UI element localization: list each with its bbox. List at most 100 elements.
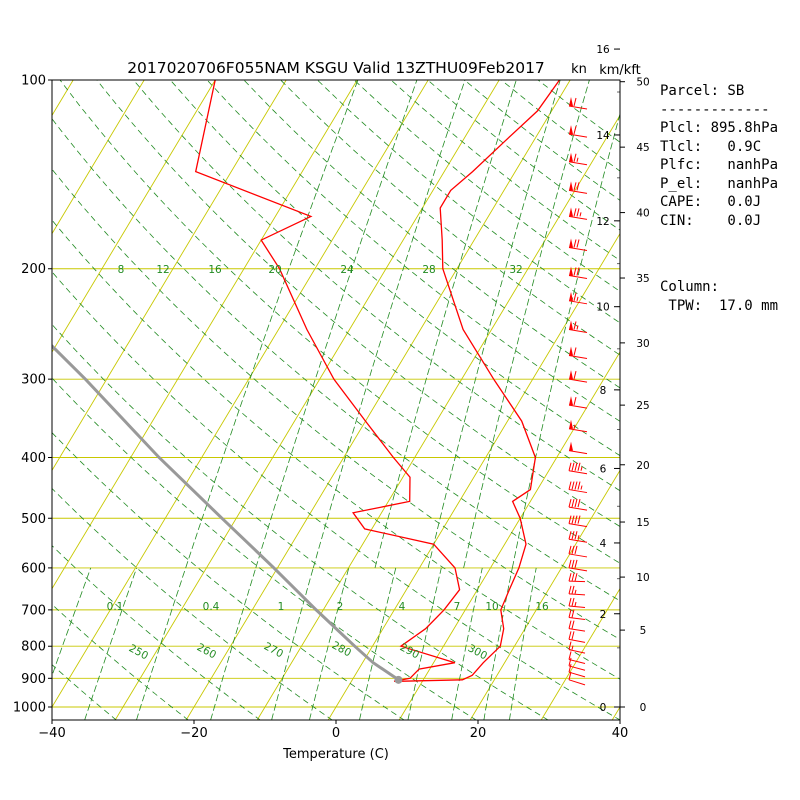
- wind-barb-full: [576, 182, 580, 191]
- wind-barb-full: [574, 499, 578, 508]
- wind-barb-half: [579, 212, 582, 217]
- wind-barb-half: [574, 589, 577, 594]
- mixing-ratio-line: [407, 567, 442, 720]
- dry-adiabat-line: [52, 603, 189, 720]
- isotherm-lines: [52, 80, 620, 720]
- wind-barb-full: [568, 620, 572, 629]
- wind-barb-full: [571, 499, 575, 508]
- km-tick-label: 2: [600, 609, 607, 621]
- isobar-lines: [52, 80, 620, 708]
- wind-barb: [568, 320, 588, 334]
- wind-barb-staff: [568, 404, 588, 409]
- isotherm-line: [327, 232, 620, 720]
- wind-barb-staff: [568, 580, 586, 583]
- parcel-trace-line: [52, 343, 400, 682]
- wind-barb-flag: [569, 266, 573, 276]
- wind-barb-half: [574, 601, 577, 607]
- mixing-ratio-line: [463, 80, 590, 568]
- mixing-ratio-label: 0.4: [203, 601, 220, 613]
- pressure-tick-label: 600: [21, 561, 46, 576]
- wind-barb-full: [568, 651, 572, 660]
- wind-barb-staff: [568, 470, 588, 475]
- wind-barb: [568, 441, 588, 455]
- wind-barb-staff: [568, 506, 588, 511]
- mixing-ratio-line: [84, 567, 137, 720]
- height-axis: 0 2 4 6 8 10 12 14 16 0 5 10 15 20 25 30 35 40 45 50: [596, 44, 650, 720]
- wind-barb: [568, 291, 588, 305]
- wind-barb-full: [577, 462, 581, 471]
- wind-barb-half: [576, 157, 579, 162]
- mixing-ratio-lines: [52, 80, 620, 720]
- chart-title: 2017020706F055NAM KSGU Valid 13ZTHU09Feb…: [127, 59, 545, 77]
- wind-barb-half: [580, 466, 583, 471]
- dry-adiabat-line: [96, 80, 620, 527]
- wind-barb-staff: [568, 671, 586, 678]
- wind-barb-staff: [568, 638, 586, 643]
- wind-barb: [568, 266, 588, 279]
- wind-barb-full: [573, 396, 577, 406]
- wind-barb-full: [573, 97, 577, 107]
- wind-barb-staff: [568, 105, 588, 110]
- wind-barb-staff: [568, 665, 586, 671]
- parcel-info-panel: Parcel: SB ------------- Plcl: 895.8hPa …: [660, 83, 779, 229]
- x-tick-label: −20: [180, 726, 207, 741]
- wind-barb: [568, 609, 586, 621]
- pressure-tick-label: 800: [21, 640, 46, 655]
- pressure-tick-label: 300: [21, 373, 46, 388]
- wind-barb: [568, 515, 588, 528]
- pressure-tick-label: 500: [21, 512, 46, 527]
- isotherm-line: [52, 80, 145, 235]
- wind-barb-full: [568, 481, 572, 490]
- wind-barb-staff: [568, 215, 588, 220]
- wind-barb-half: [571, 645, 574, 650]
- x-tick-label: 0: [332, 726, 340, 741]
- plot-area: [52, 80, 620, 720]
- pressure-tick-label: 100: [21, 74, 46, 89]
- wind-barb-full: [574, 559, 578, 569]
- wind-barb: [568, 419, 588, 433]
- wind-barb: [568, 573, 586, 583]
- mixing-ratio-label: 16: [535, 601, 549, 613]
- wind-barb: [568, 396, 588, 409]
- isotherm-value-label: 8: [118, 264, 125, 276]
- wind-barb-full: [577, 481, 581, 490]
- wind-barb-staff: [568, 659, 586, 665]
- mixing-ratio-line: [483, 567, 513, 720]
- wind-barb-staff: [568, 538, 588, 543]
- wind-barb-full: [577, 515, 581, 524]
- mixing-ratio-line: [511, 112, 620, 568]
- km-tick-label: 4: [600, 538, 607, 550]
- wind-barb-staff: [568, 679, 586, 686]
- wind-barb-full: [571, 631, 575, 640]
- wind-barb-flag: [569, 346, 573, 356]
- wind-barb-staff: [568, 593, 586, 596]
- wind-barb-half: [576, 296, 579, 301]
- sounding-profiles: [52, 80, 561, 684]
- wind-barb-staff: [568, 428, 588, 433]
- wind-barb-staff: [568, 329, 588, 334]
- kft-tick-label: 25: [636, 400, 649, 412]
- isotherm-value-label: 24: [340, 264, 354, 276]
- wind-barb-full: [568, 573, 572, 582]
- wind-barb: [568, 651, 586, 665]
- km-tick-label: 0: [600, 702, 607, 714]
- wind-barb: [568, 238, 588, 252]
- wind-barb-full: [568, 664, 572, 673]
- wind-barb: [568, 181, 588, 194]
- mixing-ratio-line: [312, 80, 466, 569]
- x-axis-label: Temperature (C): [282, 747, 389, 762]
- wind-barb: [568, 481, 588, 494]
- wind-barb-full: [568, 609, 572, 618]
- wind-barb-flag: [569, 291, 573, 301]
- isotherm-line: [52, 80, 287, 472]
- wind-barb-full: [573, 292, 577, 301]
- mixing-ratio-line: [185, 80, 359, 569]
- wind-barb: [568, 462, 588, 475]
- wind-barb-staff: [568, 628, 586, 632]
- chart-background: [52, 80, 620, 720]
- wind-barb-full: [568, 559, 572, 569]
- wind-barb: [568, 585, 586, 596]
- wind-barb-staff: [568, 378, 588, 383]
- isotherm-line: [52, 80, 429, 708]
